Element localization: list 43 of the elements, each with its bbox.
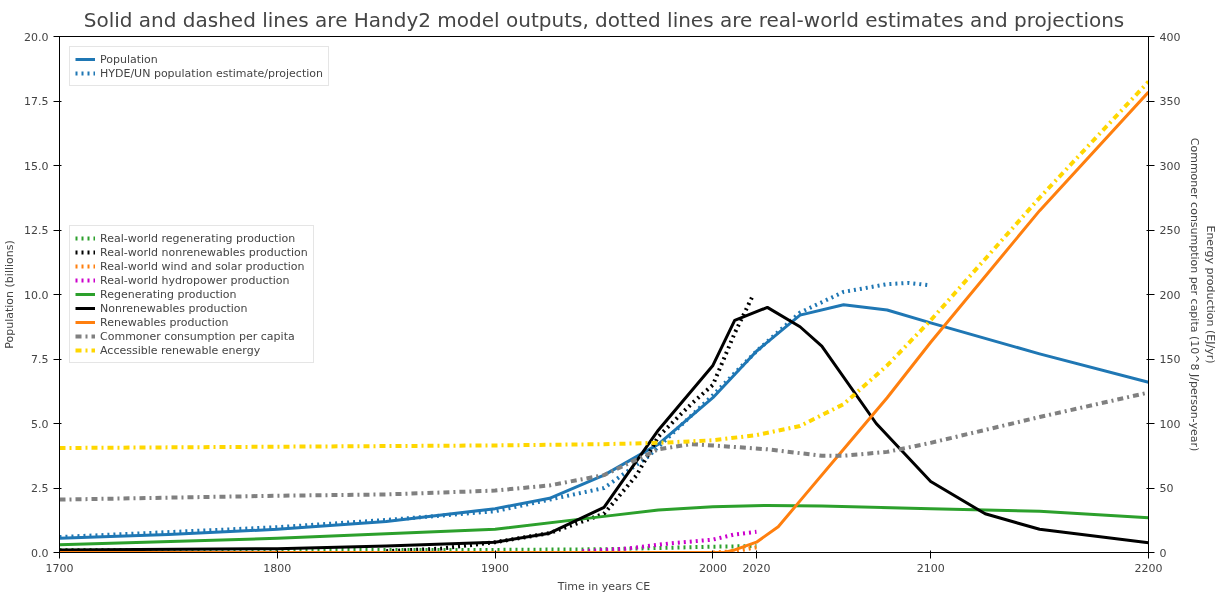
x-tick-label: 1900 <box>481 561 510 575</box>
y-tick-label: 5.0 <box>31 417 49 431</box>
y-tick-label: 15.0 <box>24 159 49 173</box>
legend-label: Real-world nonrenewables production <box>100 245 308 259</box>
y-axis-title: Population (billions) <box>3 240 17 349</box>
x-tick-label: 2000 <box>698 561 727 575</box>
legend-label: Nonrenewables production <box>100 301 248 315</box>
y-tick-label: 12.5 <box>24 224 49 237</box>
legend-label: Real-world wind and solar production <box>100 259 305 273</box>
line-series <box>580 529 759 553</box>
y2-tick-label: 400 <box>1159 30 1181 44</box>
y-tick-label: 7.5 <box>31 353 49 366</box>
y2-tick-label: 0 <box>1159 546 1167 560</box>
x-tick-label: 1800 <box>263 561 292 575</box>
legend-label: Regenerating production <box>100 287 237 301</box>
y-tick-label: 0.0 <box>31 546 49 560</box>
y2-tick-label: 350 <box>1159 95 1181 108</box>
legend-label: Renewables production <box>100 315 229 329</box>
y2-tick-label: 50 <box>1159 482 1174 495</box>
line-series <box>59 503 1149 547</box>
y-tick-label: 2.5 <box>31 482 49 495</box>
y2-tick-label: 300 <box>1159 159 1181 173</box>
y2-tick-label: 250 <box>1159 224 1181 237</box>
x-tick-label: 2200 <box>1134 561 1163 575</box>
x-tick-label: 2020 <box>742 561 771 575</box>
y2-axis-title: Energy production (EJ/yr) Commoner consumption per capita (10^8 J/person-year) <box>1188 137 1218 452</box>
x-axis-title: Time in years CE <box>556 579 651 593</box>
legend-label: Real-world regenerating production <box>100 231 296 245</box>
legend-label: Population <box>100 52 158 66</box>
x-tick-label: 2100 <box>916 561 945 575</box>
y-tick-label: 20.0 <box>24 30 49 44</box>
y2-tick-label: 150 <box>1159 353 1181 366</box>
legend-label: Real-world hydropower production <box>100 273 290 287</box>
chart-title: Solid and dashed lines are Handy2 model outputs, dotted lines are real-world estimates and projections <box>83 7 1125 32</box>
y-tick-label: 10.0 <box>24 288 49 302</box>
legend-label: Accessible renewable energy <box>100 343 261 357</box>
x-tick-label: 1700 <box>45 561 74 575</box>
line-series <box>59 79 1149 451</box>
y2-tick-label: 200 <box>1159 288 1181 302</box>
y2-tick-label: 100 <box>1159 417 1181 431</box>
legend-label: Commoner consumption per capita <box>100 329 295 343</box>
y-tick-label: 17.5 <box>24 95 49 108</box>
legend-label: HYDE/UN population estimate/projection <box>100 66 323 80</box>
